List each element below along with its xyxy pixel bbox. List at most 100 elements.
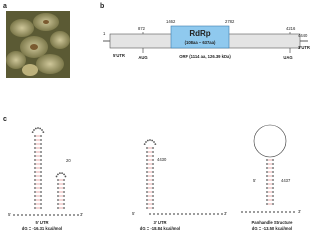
nucleotide: [285, 211, 287, 213]
nucleotide: [272, 203, 274, 205]
nucleotide: [169, 213, 171, 215]
nucleotide: [152, 179, 154, 181]
genome-map: [103, 25, 308, 53]
nucleotide: [57, 195, 59, 197]
nucleotide: [40, 163, 42, 165]
nucleotide: [152, 195, 154, 197]
nucleotide: [152, 163, 154, 165]
nucleotide: [253, 211, 255, 213]
nucleotide: [21, 214, 23, 216]
nucleotide: [25, 214, 27, 216]
nucleotide: [37, 214, 39, 216]
nucleotide: [161, 213, 163, 215]
nucleotide: [152, 203, 154, 205]
nucleotide: [152, 171, 154, 173]
nucleotide: [57, 179, 59, 181]
structure-title: Panhandle Structure: [252, 220, 294, 225]
nucleotide: [152, 155, 154, 157]
nucleotide: [221, 213, 223, 215]
position-label: 4440: [298, 33, 308, 38]
nucleotide: [266, 159, 268, 161]
nucleotide: [146, 139, 149, 142]
nucleotide: [272, 167, 274, 169]
nucleotide: [143, 143, 146, 146]
nucleotide: [61, 172, 63, 175]
nucleotide: [201, 213, 203, 215]
nucleotide: [146, 167, 148, 169]
nucleotide: [34, 175, 36, 177]
nucleotide: [152, 151, 154, 153]
position-label: 4437: [281, 178, 291, 183]
nucleotide: [241, 211, 243, 213]
nucleotide: [63, 179, 65, 181]
nucleotide: [57, 199, 59, 201]
nucleotide: [213, 213, 215, 215]
nucleotide: [152, 159, 154, 161]
nucleotide: [272, 163, 274, 165]
position-label: 4430: [157, 157, 167, 162]
panel-label: a: [3, 3, 7, 10]
nucleotide: [152, 187, 154, 189]
nucleotide: [151, 139, 154, 142]
structure-energy: dG = -13.50 kcal/mol: [252, 226, 292, 231]
nucleotide: [63, 183, 65, 185]
nucleotide: [146, 163, 148, 165]
nucleotide: [281, 211, 283, 213]
nucleotide: [146, 203, 148, 205]
nucleotide: [63, 191, 65, 193]
domain-range: (108aa – 637aa): [185, 40, 216, 45]
end-label: 5': [253, 178, 256, 183]
nucleotide: [266, 171, 268, 173]
position-label: 872: [138, 26, 146, 31]
nucleotide: [153, 141, 155, 143]
nucleotide: [265, 211, 267, 213]
structure-energy: dG = -18.84 kcal/mol: [140, 226, 180, 231]
nucleotide: [64, 175, 67, 178]
nucleotide: [61, 214, 63, 216]
nucleotide: [53, 214, 55, 216]
nucleotide: [272, 199, 274, 201]
nucleotide: [57, 214, 59, 216]
nucleotide: [34, 199, 36, 201]
nucleotide: [266, 167, 268, 169]
nucleotide: [245, 211, 247, 213]
nucleotide: [40, 147, 42, 149]
panel-label: b: [100, 3, 104, 10]
nucleotide: [57, 191, 59, 193]
nucleotide: [29, 214, 31, 216]
orf-label: ORF (1114 aa, 126.39 kDa): [179, 54, 231, 59]
nucleotide: [34, 127, 37, 130]
nucleotide: [37, 127, 39, 129]
nucleotide: [146, 207, 148, 209]
nucleotide: [40, 171, 42, 173]
nucleotide: [34, 151, 36, 153]
nucleotide: [266, 191, 268, 193]
nucleotide: [34, 179, 36, 181]
nucleotide: [57, 183, 59, 185]
nucleotide: [40, 203, 42, 205]
nucleotide: [63, 199, 65, 201]
nucleotide: [261, 211, 263, 213]
nucleotide: [57, 207, 59, 209]
nucleotide: [146, 151, 148, 153]
nucleotide: [40, 155, 42, 157]
nucleotide: [181, 213, 183, 215]
nucleotide: [266, 183, 268, 185]
nucleotide: [152, 199, 154, 201]
nucleotide: [173, 213, 175, 215]
nucleotide: [266, 203, 268, 205]
figure: a b 1 5'UTR 872 1462 2782 4216 4440 RdRp…: [3, 3, 310, 231]
nucleotide: [146, 175, 148, 177]
nucleotide: [77, 214, 79, 216]
nucleotide: [31, 131, 34, 134]
nucleotide: [49, 214, 51, 216]
nucleotide: [40, 175, 42, 177]
nucleotide: [34, 207, 36, 209]
nucleotide: [185, 213, 187, 215]
nucleotide: [146, 171, 148, 173]
nucleotide: [34, 187, 36, 189]
nucleotide: [272, 183, 274, 185]
nucleotide: [145, 141, 147, 143]
nucleotide: [266, 179, 268, 181]
rna-structures: [13, 124, 295, 216]
